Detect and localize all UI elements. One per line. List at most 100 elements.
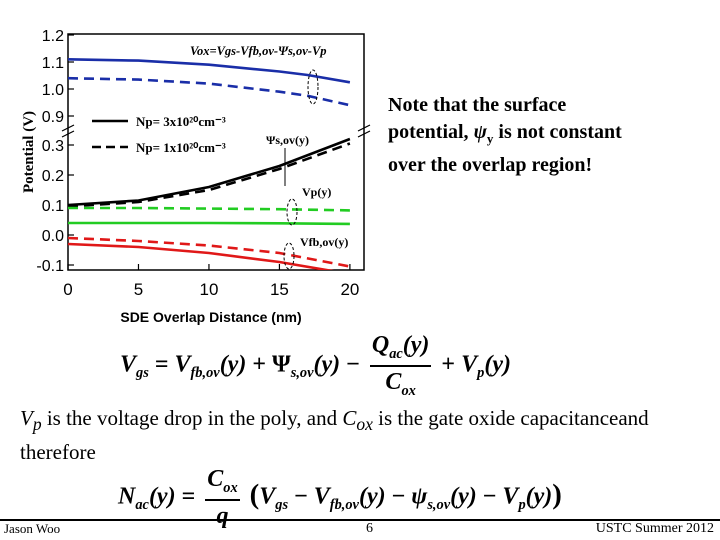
eq2-minus-2: − <box>391 483 406 510</box>
series-line-psi-solid <box>68 137 351 207</box>
footer-author: Jason Woo <box>4 521 61 536</box>
legend: Np= 3x10²⁰cm⁻³ Np= 1x10²⁰cm⁻³ <box>92 114 226 155</box>
eq1-plus-2: + <box>441 351 456 378</box>
y-tick-label: 0.1 <box>42 198 64 215</box>
eq1-vp-sub: p <box>477 365 485 382</box>
body-paragraph: Vp is the voltage drop in the poly, and … <box>20 404 710 466</box>
eq1-vp-arg: (y) <box>484 351 511 378</box>
annotation-vp: Vp(y) <box>302 185 331 199</box>
footer-rule <box>0 519 720 521</box>
eq1-equals: = <box>154 351 169 378</box>
note-psi-subscript: y <box>486 131 494 146</box>
eq1-vfb-arg: (y) <box>219 351 247 378</box>
eq2-vfb: V <box>313 483 330 510</box>
eq1-c: C <box>385 368 402 395</box>
axis-break-left <box>61 124 75 138</box>
eq2-minus-1: − <box>294 483 308 510</box>
body-v: V <box>20 406 33 430</box>
series-line-vp-solid <box>68 221 350 226</box>
y-tick-label: 0.2 <box>42 168 64 185</box>
eq1-q-arg: (y) <box>402 332 430 358</box>
eq1-psi-sub: s,ov <box>290 365 314 382</box>
x-tick-label: 15 <box>270 280 289 299</box>
body-v-sub: p <box>32 414 42 435</box>
eq2-vp: V <box>502 483 519 510</box>
series-line-vox-dashed <box>68 76 351 107</box>
note-line-1: Note that the surface <box>388 94 567 116</box>
y-tick-label: 0.0 <box>42 228 64 245</box>
data-series <box>68 58 351 270</box>
eq2-c-sub: ox <box>223 479 238 496</box>
eq1-lhs-sub: gs <box>136 365 149 382</box>
note-line-2-b: is not constant <box>493 121 622 143</box>
eq1-vfb-sub: fb,ov <box>190 365 220 382</box>
y-tick-label: 0.3 <box>42 138 64 155</box>
body-text-2: is the gate oxide capacitanceand therefo… <box>20 406 649 465</box>
equation-vgs: Vgs = Vfb,ov(y) + Ψs,ov(y) − Qac(y) Cox … <box>120 332 511 400</box>
marker-ellipse-vfb <box>283 242 295 270</box>
eq1-minus: − <box>346 351 360 378</box>
annotation-psi: Ψs,ov(y) <box>266 133 309 147</box>
eq2-close-paren: ) <box>552 478 562 511</box>
x-axis-label: SDE Overlap Distance (nm) <box>120 309 301 325</box>
eq1-numerator: Qac(y) <box>369 332 432 367</box>
eq2-equals: = <box>181 483 196 510</box>
equation-nac: Nac(y) = Cox q (Vgs − Vfb,ov(y) − ψs,ov(… <box>118 466 562 530</box>
legend-label-solid: Np= 3x10²⁰cm⁻³ <box>136 114 226 129</box>
eq1-vp: V <box>461 351 478 378</box>
eq1-fraction: Qac(y) Cox <box>369 332 432 400</box>
body-c-sub: ox <box>356 414 373 435</box>
eq2-psi-arg: (y) <box>450 483 477 510</box>
marker-ellipse-vox <box>307 69 319 105</box>
y-axis-label: Potential (V) <box>21 111 37 193</box>
eq1-denominator: Cox <box>370 367 432 400</box>
eq2-vgs: V <box>259 483 276 510</box>
eq2-vgs-sub: gs <box>275 497 289 514</box>
x-tick-label: 0 <box>63 280 72 299</box>
marker-ellipse-vp <box>286 198 298 226</box>
axis-ticks: 1.2 1.1 1.0 0.9 0.3 0.2 0.1 0.0 -0.1 0 5 10 15 20 <box>36 28 359 299</box>
note-psi-symbol: ψ <box>473 121 487 143</box>
eq2-vp-arg: (y) <box>525 483 553 510</box>
axis-break-right <box>357 124 371 138</box>
x-tick-label: 20 <box>340 280 359 299</box>
legend-label-dashed: Np= 1x10²⁰cm⁻³ <box>136 140 226 155</box>
eq2-vfb-arg: (y) <box>358 483 386 510</box>
body-c: C <box>342 406 357 430</box>
footer-page-number: 6 <box>366 521 373 536</box>
eq1-q: Q <box>371 332 390 358</box>
eq2-lhs-arg: (y) <box>148 483 176 510</box>
eq2-vp-sub: p <box>518 497 526 514</box>
eq1-vfb: V <box>174 351 191 378</box>
eq2-c: C <box>207 466 224 492</box>
eq2-psi: ψ <box>411 483 428 510</box>
y-tick-label: 1.1 <box>42 55 64 72</box>
eq2-minus-3: − <box>482 483 497 510</box>
eq2-open-paren: ( <box>249 478 260 511</box>
y-tick-label: 1.0 <box>42 82 64 99</box>
y-tick-label: 0.9 <box>42 109 64 126</box>
eq2-numerator: Cox <box>205 466 240 501</box>
eq2-lhs-sub: ac <box>135 497 149 514</box>
eq1-plus-1: + <box>252 351 267 378</box>
series-line-vfb-solid <box>68 242 335 270</box>
eq2-psi-sub: s,ov <box>427 497 451 514</box>
annotation-vfb: Vfb,ov(y) <box>300 235 348 249</box>
note-line-3: over the overlap region! <box>388 154 593 176</box>
potential-chart: 1.2 1.1 1.0 0.9 0.3 0.2 0.1 0.0 -0.1 0 5 10 15 20 Np=… <box>21 28 371 325</box>
note-line-2: potential, ψy is not constant <box>388 119 688 152</box>
series-line-vox-solid <box>68 58 351 84</box>
note-line-2-a: potential, <box>388 121 474 143</box>
y-tick-label: 1.2 <box>42 28 64 45</box>
eq1-c-sub: ox <box>401 382 416 399</box>
x-tick-label: 10 <box>199 280 218 299</box>
eq2-vfb-sub: fb,ov <box>329 497 359 514</box>
vox-formula-label: Vox=Vgs-Vfb,ov-Ψs,ov-Vp <box>190 44 327 58</box>
eq1-psi: Ψ <box>272 351 291 378</box>
eq1-psi-arg: (y) <box>313 351 341 378</box>
eq2-fraction: Cox q <box>205 466 240 530</box>
eq2-lhs: N <box>118 483 136 510</box>
eq1-q-sub: ac <box>389 345 403 362</box>
eq1-lhs: V <box>120 351 137 378</box>
body-text-1: is the voltage drop in the poly, and <box>41 406 343 430</box>
